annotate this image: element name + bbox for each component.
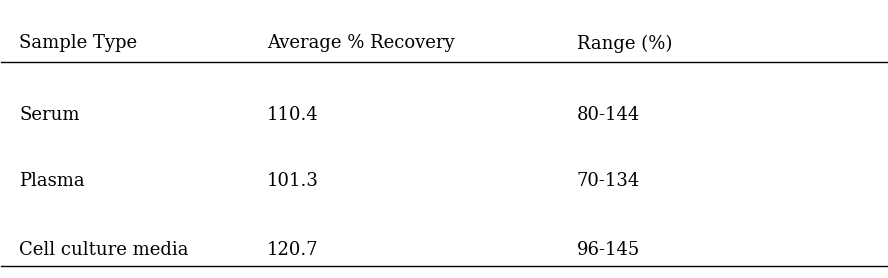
Text: 120.7: 120.7 bbox=[267, 241, 319, 259]
Text: Serum: Serum bbox=[20, 106, 80, 124]
Text: Sample Type: Sample Type bbox=[20, 34, 138, 53]
Text: Cell culture media: Cell culture media bbox=[20, 241, 188, 259]
Text: Range (%): Range (%) bbox=[577, 34, 672, 53]
Text: 70-134: 70-134 bbox=[577, 172, 640, 190]
Text: 101.3: 101.3 bbox=[267, 172, 319, 190]
Text: 96-145: 96-145 bbox=[577, 241, 640, 259]
Text: Plasma: Plasma bbox=[20, 172, 84, 190]
Text: 110.4: 110.4 bbox=[267, 106, 319, 124]
Text: Average % Recovery: Average % Recovery bbox=[267, 34, 455, 53]
Text: 80-144: 80-144 bbox=[577, 106, 640, 124]
